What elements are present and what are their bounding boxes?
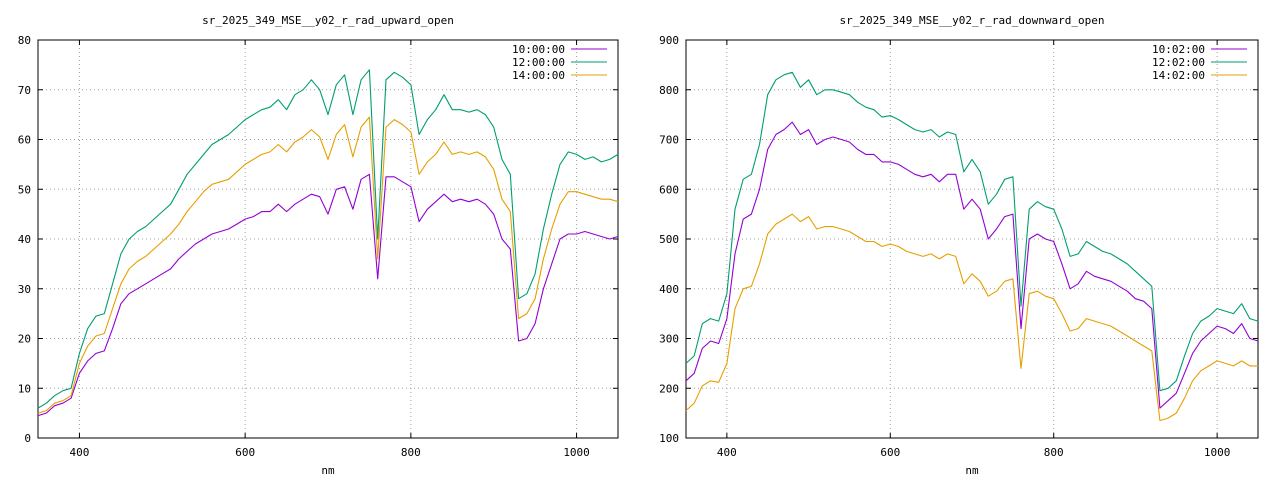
y-tick-label: 500 bbox=[659, 233, 679, 246]
chart-panel-1: sr_2025_349_MSE__y02_r_rad_upward_open 0 1… bbox=[18, 14, 619, 477]
y-tick-label: 80 bbox=[18, 34, 31, 47]
y-tick-label: 700 bbox=[659, 134, 679, 147]
series-line-14-00-00 bbox=[37, 116, 619, 414]
x-tick-label: 1000 bbox=[1204, 446, 1231, 459]
x-tick-label: 400 bbox=[69, 446, 89, 459]
chart-title: sr_2025_349_MSE__y02_r_rad_upward_open bbox=[202, 14, 454, 27]
legend-label: 12:00:00 bbox=[512, 56, 565, 69]
legend-label: 10:02:00 bbox=[1152, 43, 1205, 56]
x-tick-label: 400 bbox=[717, 446, 737, 459]
y-tick-label: 800 bbox=[659, 84, 679, 97]
y-tick-label: 70 bbox=[18, 84, 31, 97]
y-tick-label: 900 bbox=[659, 34, 679, 47]
x-tick-label: 600 bbox=[235, 446, 255, 459]
gridlines bbox=[686, 40, 1258, 438]
series-line-12-02-00 bbox=[685, 71, 1259, 392]
x-tick-label: 800 bbox=[1044, 446, 1064, 459]
y-tick-label: 50 bbox=[18, 183, 31, 196]
legend-label: 10:00:00 bbox=[512, 43, 565, 56]
x-tick-label: 1000 bbox=[563, 446, 590, 459]
y-tick-label: 200 bbox=[659, 382, 679, 395]
x-tick-label: 800 bbox=[401, 446, 421, 459]
series-line-14-02-00 bbox=[685, 213, 1258, 422]
y-tick-label: 60 bbox=[18, 134, 31, 147]
series-group bbox=[37, 69, 619, 417]
y-tick-label: 30 bbox=[18, 283, 31, 296]
gridlines bbox=[38, 40, 618, 438]
y-tick-label: 40 bbox=[18, 233, 31, 246]
legend-label: 12:02:00 bbox=[1152, 56, 1205, 69]
y-tick-label: 300 bbox=[659, 333, 679, 346]
x-tick-label: 600 bbox=[880, 446, 900, 459]
y-tick-label: 100 bbox=[659, 432, 679, 445]
series-group bbox=[685, 71, 1259, 422]
y-tick-label: 0 bbox=[24, 432, 31, 445]
chart-panel-2: sr_2025_349_MSE__y02_r_rad_downward_open… bbox=[659, 14, 1259, 477]
series-line-10-02-00 bbox=[685, 121, 1259, 409]
y-tick-label: 600 bbox=[659, 183, 679, 196]
x-axis-label: nm bbox=[965, 464, 979, 477]
legend-label: 14:02:00 bbox=[1152, 69, 1205, 82]
y-tick-label: 20 bbox=[18, 333, 31, 346]
series-line-10-00-00 bbox=[37, 173, 619, 417]
series-line-12-00-00 bbox=[37, 69, 619, 409]
x-axis-label: nm bbox=[321, 464, 335, 477]
y-tick-label: 400 bbox=[659, 283, 679, 296]
chart-title: sr_2025_349_MSE__y02_r_rad_downward_open bbox=[840, 14, 1105, 27]
plot-frame bbox=[685, 39, 1259, 439]
y-tick-label: 10 bbox=[18, 382, 31, 395]
legend-label: 14:00:00 bbox=[512, 69, 565, 82]
